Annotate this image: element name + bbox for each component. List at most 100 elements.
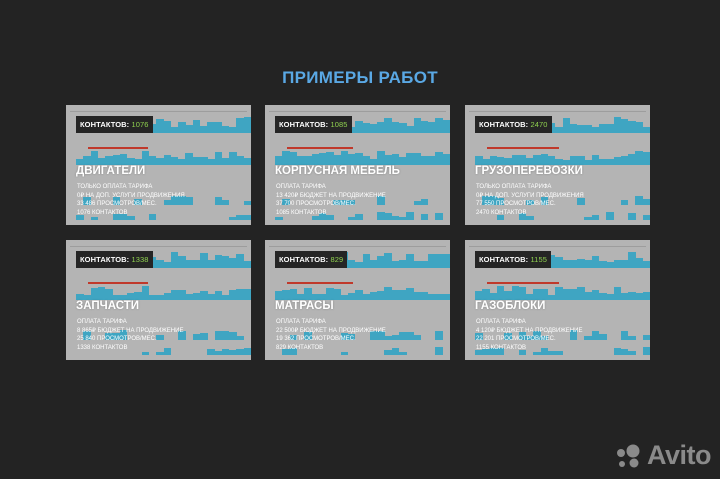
- stat-line: 25 840 ПРОСМОТРОВ/МЕС.: [77, 336, 157, 342]
- chart-bar: [134, 158, 142, 165]
- chart-bar: [591, 154, 600, 165]
- chart-bar: [384, 286, 392, 300]
- chart-bar: [178, 289, 186, 300]
- chart-bar: [148, 214, 157, 220]
- chart-bar: [591, 256, 600, 268]
- chart-bar: [221, 157, 230, 165]
- work-example-card[interactable]: КОНТАКТОВ: 2470 ГРУЗОПЕРЕВОЗКИ ТОЛЬКО ОПЛА…: [465, 105, 650, 225]
- chart-bar: [214, 331, 223, 340]
- chart-bar: [282, 348, 290, 355]
- chart-bar: [533, 352, 541, 355]
- stats-list: ОПЛАТА ТАРИФА 22 500₽ БЮДЖЕТ НА ПРОДВИЖЕН…: [276, 318, 386, 352]
- chart-header-line: [469, 108, 646, 112]
- chart-bar: [289, 152, 298, 165]
- stat-line: 22 201 ПРОСМОТРОВ/МЕС.: [476, 336, 556, 342]
- avito-logo-text: Avito: [647, 440, 712, 470]
- chart-bar: [562, 160, 571, 165]
- avito-logo: Avito: [614, 440, 712, 471]
- chart-bar: [229, 350, 237, 355]
- chart-bar: [236, 253, 244, 268]
- chart-bar: [577, 258, 585, 268]
- chart-bar: [533, 154, 541, 165]
- chart-header-line: [70, 243, 247, 247]
- chart-bar: [606, 212, 614, 220]
- chart-bar: [591, 215, 600, 220]
- chart-bar: [569, 155, 578, 165]
- chart-bar: [207, 294, 215, 300]
- stat-line: 2470 КОНТАКТОВ: [476, 209, 527, 216]
- chart-bar: [399, 352, 407, 355]
- background-chart: [275, 177, 450, 205]
- chart-bar: [584, 291, 592, 300]
- work-example-card[interactable]: КОНТАКТОВ: 1085 КОРПУСНАЯ МЕБЕЛЬ ОПЛАТА ТА…: [265, 105, 450, 225]
- chart-bar: [275, 290, 283, 300]
- work-example-card[interactable]: КОНТАКТОВ: 1338 ЗАПЧАСТИ ОПЛАТА ТАРИФА 8 86…: [66, 240, 251, 360]
- chart-bar: [496, 348, 505, 355]
- chart-bar: [599, 293, 607, 300]
- chart-bar: [635, 293, 643, 300]
- chart-bar: [435, 254, 443, 268]
- chart-bar: [163, 293, 172, 300]
- chart-bar: [420, 292, 429, 300]
- chart-bar: [526, 294, 534, 300]
- work-example-card[interactable]: КОНТАКТОВ: 829 МАТРАСЫ ОПЛАТА ТАРИФА 22 500…: [265, 240, 450, 360]
- chart-bar: [562, 288, 571, 300]
- chart-bar: [591, 290, 600, 300]
- chart-bar: [384, 118, 392, 133]
- work-example-card[interactable]: КОНТАКТОВ: 1076 ДВИГАТЕЛИ ТОЛЬКО ОПЛАТА ТА…: [66, 105, 251, 225]
- chart-bar: [243, 200, 251, 205]
- chart-bar: [243, 158, 251, 165]
- contacts-label: КОНТАКТОВ:: [279, 120, 329, 129]
- chart-bar: [221, 294, 230, 300]
- chart-bar: [562, 118, 571, 133]
- chart-bar: [526, 158, 534, 165]
- chart-bar: [127, 157, 135, 165]
- chart-bar: [97, 287, 106, 300]
- chart-bar: [399, 260, 407, 268]
- chart-bar: [613, 287, 622, 300]
- chart-bar: [296, 156, 305, 165]
- stat-line: 1155 КОНТАКТОВ: [476, 344, 527, 351]
- chart-bar: [391, 215, 400, 220]
- chart-bar: [170, 126, 179, 133]
- background-chart: [275, 278, 450, 300]
- chart-bar: [475, 349, 483, 355]
- chart-bar: [282, 151, 290, 165]
- stat-line: ОПЛАТА ТАРИФА: [476, 319, 526, 325]
- stat-line: 33 486 ПРОСМОТРОВ/МЕС.: [77, 201, 157, 207]
- work-example-card[interactable]: КОНТАКТОВ: 1155 ГАЗОБЛОКИ ОПЛАТА ТАРИФА 4 1…: [465, 240, 650, 360]
- chart-bar: [362, 294, 371, 300]
- chart-bar: [243, 261, 251, 268]
- chart-bar: [435, 212, 443, 220]
- chart-bar: [569, 288, 578, 300]
- stats-list: ОПЛАТА ТАРИФА 13 420₽ БЮДЖЕТ НА ПРОДВИЖЕН…: [276, 183, 386, 217]
- chart-bar: [347, 216, 356, 220]
- chart-bar: [214, 122, 223, 133]
- chart-bar: [384, 335, 392, 340]
- chart-header-line: [269, 108, 446, 112]
- background-chart: [475, 278, 650, 300]
- chart-bar: [482, 349, 490, 355]
- chart-bar: [606, 294, 614, 300]
- chart-bar: [243, 288, 251, 300]
- chart-bar: [326, 151, 334, 165]
- chart-bar: [83, 330, 91, 340]
- chart-bar: [340, 332, 349, 340]
- chart-bar: [221, 348, 230, 355]
- chart-bar: [428, 122, 436, 133]
- chart-bar: [635, 121, 643, 133]
- chart-bar: [475, 155, 483, 165]
- chart-bar: [420, 155, 429, 165]
- chart-bar: [355, 289, 363, 300]
- stat-line: 1076 КОНТАКТОВ: [77, 209, 128, 216]
- chart-bar: [642, 260, 650, 268]
- chart-bar: [547, 122, 556, 133]
- chart-bar: [533, 288, 541, 300]
- chart-bar: [170, 290, 179, 300]
- chart-bar: [606, 262, 614, 268]
- chart-bar: [399, 156, 407, 165]
- chart-bar: [369, 123, 378, 133]
- chart-bar: [399, 332, 407, 340]
- chart-bar: [435, 347, 443, 355]
- chart-bar: [311, 216, 320, 220]
